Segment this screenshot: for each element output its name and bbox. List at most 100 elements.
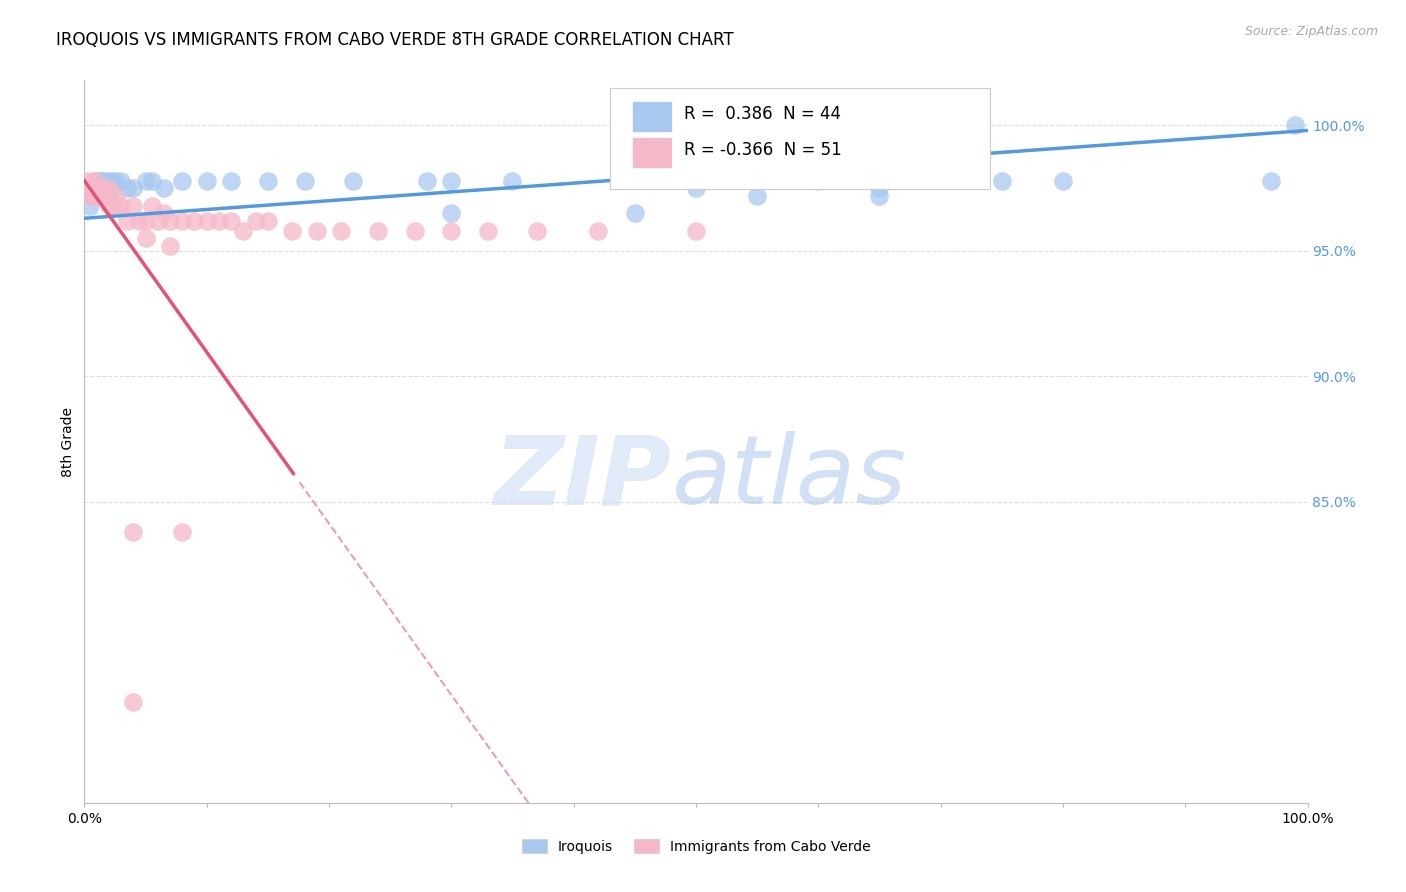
Point bbox=[141, 199, 163, 213]
Point bbox=[110, 199, 132, 213]
Point bbox=[219, 174, 242, 188]
Point bbox=[195, 174, 218, 188]
Point bbox=[159, 239, 181, 253]
Point bbox=[77, 181, 100, 195]
Point bbox=[807, 174, 830, 188]
Point bbox=[115, 181, 138, 195]
Point bbox=[172, 174, 194, 188]
Point bbox=[87, 174, 110, 188]
Text: Source: ZipAtlas.com: Source: ZipAtlas.com bbox=[1244, 25, 1378, 38]
Point bbox=[79, 188, 101, 202]
Text: R =  0.386  N = 44: R = 0.386 N = 44 bbox=[683, 105, 841, 123]
Point bbox=[624, 206, 647, 220]
Point bbox=[586, 224, 609, 238]
Point bbox=[367, 224, 389, 238]
Point bbox=[87, 181, 110, 195]
Point bbox=[84, 174, 107, 188]
Point bbox=[440, 206, 463, 220]
Point bbox=[477, 224, 499, 238]
Point bbox=[685, 224, 707, 238]
Point bbox=[122, 524, 145, 539]
Point bbox=[153, 181, 176, 195]
Point bbox=[82, 188, 104, 202]
Point bbox=[159, 213, 181, 227]
Text: atlas: atlas bbox=[672, 431, 907, 524]
Point bbox=[89, 188, 111, 202]
Point bbox=[991, 174, 1014, 188]
Point bbox=[97, 174, 120, 188]
Point bbox=[96, 188, 118, 202]
Point bbox=[87, 181, 110, 195]
Point bbox=[86, 188, 108, 202]
Point bbox=[135, 213, 157, 227]
Point bbox=[128, 213, 150, 227]
Point bbox=[97, 199, 120, 213]
Point bbox=[115, 213, 138, 227]
Point bbox=[80, 188, 103, 202]
Point bbox=[172, 524, 194, 539]
Point bbox=[1052, 174, 1074, 188]
Point bbox=[141, 174, 163, 188]
Point bbox=[219, 213, 242, 227]
Point bbox=[91, 181, 114, 195]
Point bbox=[104, 188, 127, 202]
Point bbox=[89, 174, 111, 188]
Point bbox=[245, 213, 267, 227]
Legend: Iroquois, Immigrants from Cabo Verde: Iroquois, Immigrants from Cabo Verde bbox=[515, 832, 877, 861]
Text: R = -0.366  N = 51: R = -0.366 N = 51 bbox=[683, 141, 841, 160]
Point bbox=[342, 174, 364, 188]
Point bbox=[183, 213, 205, 227]
Point bbox=[104, 174, 127, 188]
Point bbox=[869, 188, 891, 202]
Point bbox=[232, 224, 254, 238]
Point bbox=[122, 696, 145, 710]
Point bbox=[84, 181, 107, 195]
Point bbox=[330, 224, 353, 238]
Point bbox=[208, 213, 231, 227]
Point bbox=[440, 174, 463, 188]
Point bbox=[135, 174, 157, 188]
Point bbox=[747, 174, 769, 188]
Point bbox=[440, 224, 463, 238]
Point bbox=[80, 181, 103, 195]
Point bbox=[281, 224, 304, 238]
Point bbox=[107, 199, 129, 213]
Point bbox=[1284, 119, 1306, 133]
Text: IROQUOIS VS IMMIGRANTS FROM CABO VERDE 8TH GRADE CORRELATION CHART: IROQUOIS VS IMMIGRANTS FROM CABO VERDE 8… bbox=[56, 31, 734, 49]
Point bbox=[94, 188, 117, 202]
Point bbox=[869, 181, 891, 195]
Point bbox=[97, 188, 120, 202]
Point bbox=[1260, 174, 1282, 188]
Point bbox=[93, 188, 115, 202]
Point bbox=[257, 174, 280, 188]
Point bbox=[91, 174, 114, 188]
Point bbox=[83, 174, 105, 188]
Point bbox=[135, 231, 157, 245]
Point bbox=[257, 213, 280, 227]
Point bbox=[82, 181, 104, 195]
Point bbox=[305, 224, 328, 238]
Point bbox=[153, 206, 176, 220]
Point bbox=[100, 174, 122, 188]
Point bbox=[77, 174, 100, 188]
Point bbox=[96, 181, 118, 195]
Point bbox=[94, 188, 117, 202]
Point bbox=[404, 224, 426, 238]
Point bbox=[685, 181, 707, 195]
Point bbox=[100, 199, 122, 213]
FancyBboxPatch shape bbox=[633, 136, 672, 169]
Point bbox=[87, 188, 110, 202]
Point bbox=[110, 174, 132, 188]
Point bbox=[79, 199, 101, 213]
Point bbox=[86, 188, 108, 202]
Point bbox=[416, 174, 439, 188]
Point bbox=[90, 181, 112, 195]
FancyBboxPatch shape bbox=[610, 87, 990, 189]
Point bbox=[97, 181, 120, 195]
Point bbox=[502, 174, 524, 188]
Point bbox=[83, 188, 105, 202]
Point bbox=[526, 224, 548, 238]
Point bbox=[122, 181, 145, 195]
Y-axis label: 8th Grade: 8th Grade bbox=[62, 407, 76, 476]
Point bbox=[195, 213, 218, 227]
